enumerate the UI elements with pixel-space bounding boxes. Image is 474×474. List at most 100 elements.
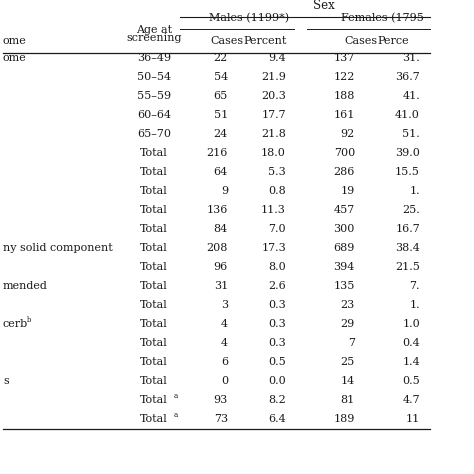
Text: 21.5: 21.5: [395, 262, 420, 272]
Text: 19: 19: [341, 186, 355, 196]
Text: 21.9: 21.9: [261, 72, 286, 82]
Text: 161: 161: [334, 110, 355, 120]
Text: 64: 64: [214, 167, 228, 177]
Text: 2.6: 2.6: [268, 281, 286, 291]
Text: 8.2: 8.2: [268, 395, 286, 405]
Text: 60–64: 60–64: [137, 110, 171, 120]
Text: 136: 136: [207, 205, 228, 215]
Text: 23: 23: [341, 300, 355, 310]
Text: 689: 689: [334, 243, 355, 253]
Text: 4.7: 4.7: [402, 395, 420, 405]
Text: 21.8: 21.8: [261, 129, 286, 139]
Text: 41.0: 41.0: [395, 110, 420, 120]
Text: 188: 188: [334, 91, 355, 101]
Text: 16.7: 16.7: [395, 224, 420, 234]
Text: Total: Total: [140, 357, 168, 367]
Text: 93: 93: [214, 395, 228, 405]
Text: Total: Total: [140, 414, 168, 424]
Text: 0.0: 0.0: [268, 376, 286, 386]
Text: 11: 11: [406, 414, 420, 424]
Text: ny solid component: ny solid component: [3, 243, 113, 253]
Text: Total: Total: [140, 376, 168, 386]
Text: 1.: 1.: [410, 300, 420, 310]
Text: 92: 92: [341, 129, 355, 139]
Text: 4: 4: [221, 338, 228, 348]
Text: Total: Total: [140, 281, 168, 291]
Text: Total: Total: [140, 319, 168, 329]
Text: 7: 7: [348, 338, 355, 348]
Text: 17.7: 17.7: [261, 110, 286, 120]
Text: cerb: cerb: [3, 319, 28, 329]
Text: 1.0: 1.0: [402, 319, 420, 329]
Text: 6: 6: [221, 357, 228, 367]
Text: a: a: [174, 392, 178, 400]
Text: Percent: Percent: [243, 36, 287, 46]
Text: 0.5: 0.5: [402, 376, 420, 386]
Text: Age at: Age at: [136, 25, 172, 35]
Text: 4: 4: [221, 319, 228, 329]
Text: 55–59: 55–59: [137, 91, 171, 101]
Text: 11.3: 11.3: [261, 205, 286, 215]
Text: 73: 73: [214, 414, 228, 424]
Text: 0.4: 0.4: [402, 338, 420, 348]
Text: 457: 457: [334, 205, 355, 215]
Text: 8.0: 8.0: [268, 262, 286, 272]
Text: 15.5: 15.5: [395, 167, 420, 177]
Text: Total: Total: [140, 262, 168, 272]
Text: Cases: Cases: [344, 36, 377, 46]
Text: 7.: 7.: [410, 281, 420, 291]
Text: 41.: 41.: [402, 91, 420, 101]
Text: a: a: [174, 411, 178, 419]
Text: Total: Total: [140, 338, 168, 348]
Text: 189: 189: [334, 414, 355, 424]
Text: 9.4: 9.4: [268, 53, 286, 63]
Text: 39.0: 39.0: [395, 148, 420, 158]
Text: Total: Total: [140, 205, 168, 215]
Text: screening: screening: [126, 33, 182, 43]
Text: 137: 137: [334, 53, 355, 63]
Text: Total: Total: [140, 148, 168, 158]
Text: Perce: Perce: [378, 36, 410, 46]
Text: ome: ome: [3, 36, 27, 46]
Text: 1.4: 1.4: [402, 357, 420, 367]
Text: 36–49: 36–49: [137, 53, 171, 63]
Text: 0.8: 0.8: [268, 186, 286, 196]
Text: Total: Total: [140, 300, 168, 310]
Text: 394: 394: [334, 262, 355, 272]
Text: 216: 216: [207, 148, 228, 158]
Text: 0.3: 0.3: [268, 300, 286, 310]
Text: 0.3: 0.3: [268, 338, 286, 348]
Text: 7.0: 7.0: [268, 224, 286, 234]
Text: 20.3: 20.3: [261, 91, 286, 101]
Text: 31: 31: [214, 281, 228, 291]
Text: Total: Total: [140, 243, 168, 253]
Text: 1.: 1.: [410, 186, 420, 196]
Text: 81: 81: [341, 395, 355, 405]
Text: 24: 24: [214, 129, 228, 139]
Text: 3: 3: [221, 300, 228, 310]
Text: 122: 122: [334, 72, 355, 82]
Text: 25: 25: [341, 357, 355, 367]
Text: 84: 84: [214, 224, 228, 234]
Text: 54: 54: [214, 72, 228, 82]
Text: 65: 65: [214, 91, 228, 101]
Text: Total: Total: [140, 224, 168, 234]
Text: mended: mended: [3, 281, 48, 291]
Text: 25.: 25.: [402, 205, 420, 215]
Text: Total: Total: [140, 395, 168, 405]
Text: 22: 22: [214, 53, 228, 63]
Text: 96: 96: [214, 262, 228, 272]
Text: 14: 14: [341, 376, 355, 386]
Text: 9: 9: [221, 186, 228, 196]
Text: s: s: [3, 376, 9, 386]
Text: ome: ome: [3, 53, 27, 63]
Text: 36.7: 36.7: [395, 72, 420, 82]
Text: Sex: Sex: [313, 0, 335, 12]
Text: 38.4: 38.4: [395, 243, 420, 253]
Text: 286: 286: [334, 167, 355, 177]
Text: 6.4: 6.4: [268, 414, 286, 424]
Text: Total: Total: [140, 186, 168, 196]
Text: Cases: Cases: [210, 36, 244, 46]
Text: 31.: 31.: [402, 53, 420, 63]
Text: 50–54: 50–54: [137, 72, 171, 82]
